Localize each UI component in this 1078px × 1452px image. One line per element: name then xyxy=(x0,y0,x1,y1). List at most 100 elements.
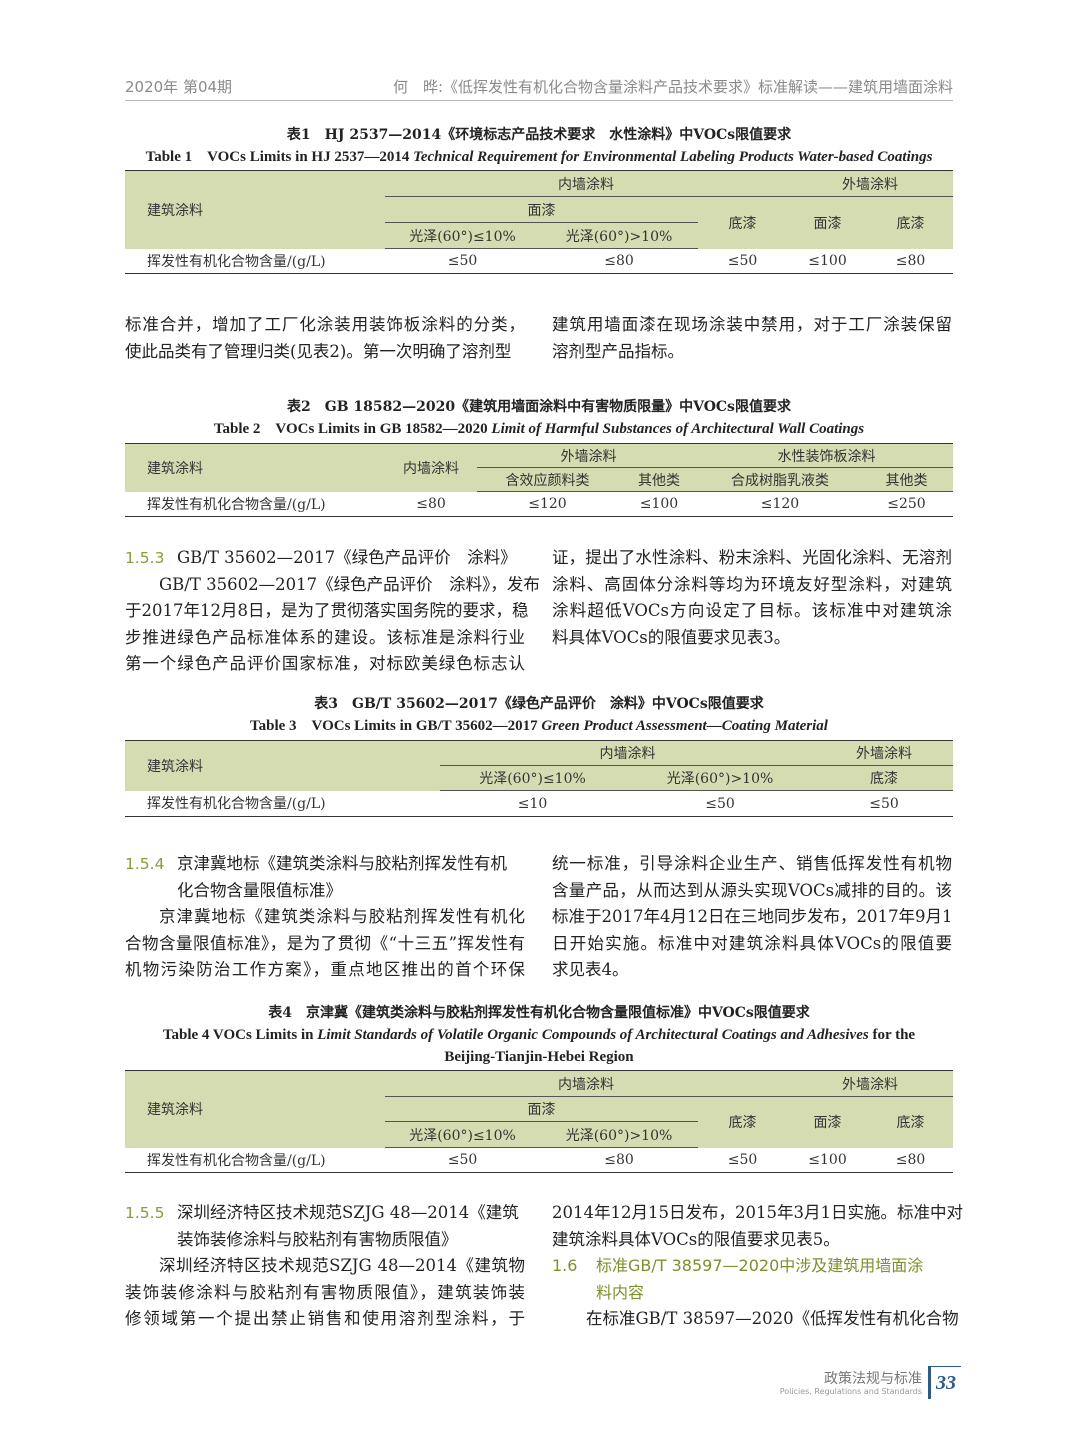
text-line: 标准于2017年4月12日在三地同步发布，2017年9月1 xyxy=(552,907,953,926)
text-line: 深圳经济特区技术规范SZJG 48—2014《建筑物 xyxy=(159,1256,525,1275)
header-exterior: 外墙涂料 xyxy=(477,443,700,468)
caption-en-italic: Limit of Harmful Substances of Architect… xyxy=(491,421,865,437)
section-number: 1.5.5 xyxy=(125,1204,165,1222)
cell: ≤50 xyxy=(705,795,735,812)
table2: 建筑涂料 内墙涂料 外墙涂料 水性装饰板涂料 含效应颜料类 其他类 合成树脂乳液类 其他类 … xyxy=(125,443,953,517)
table-row: 挥发性有机化合物含量/(g/L) ≤80 ≤120 ≤100 ≤120 ≤250 xyxy=(125,492,953,517)
table-row: 挥发性有机化合物含量/(g/L) ≤50 ≤80 ≤50 ≤100 ≤80 xyxy=(125,1148,953,1173)
header-primer: 底漆 xyxy=(698,1096,788,1148)
cell: ≤50 xyxy=(727,252,758,269)
cell: ≤50 xyxy=(869,795,899,812)
text-line: 标准合并，增加了工厂化涂装用装饰板涂料的分类， xyxy=(125,315,525,334)
header-primer: 底漆 xyxy=(698,196,788,249)
section-title: 深圳经济特区技术规范SZJG 48—2014《建筑 xyxy=(177,1203,519,1222)
caption-en-italic: Limit Standards of Volatile Organic Comp… xyxy=(317,1027,869,1043)
cell: ≤80 xyxy=(416,495,446,512)
text-line: 步推进绿色产品标准体系的建设。该标准是涂料行业 xyxy=(125,627,525,647)
text-line: 溶剂型产品指标。 xyxy=(552,341,684,361)
page-number: 33 xyxy=(928,1366,961,1399)
header-primer: 底漆 xyxy=(815,765,953,791)
header-gloss-high: 光泽(60°)>10% xyxy=(540,1121,698,1148)
row-label: 挥发性有机化合物含量/(g/L) xyxy=(147,1152,326,1169)
section-title-cont: 装饰装修涂料与胶粘剂有害物质限值》 xyxy=(177,1229,458,1249)
header-gloss-low: 光泽(60°)≤10% xyxy=(385,1121,540,1148)
text-line: 2014年12月15日发布，2015年3月1日实施。标准中对 xyxy=(552,1203,963,1222)
running-header: 2020年 第04期 何 晔:《低挥发性有机化合物含量涂料产品技术要求》标准解读… xyxy=(125,76,953,101)
section-1-5-4-heading: 1.5.4 京津冀地标《建筑类涂料与胶粘剂挥发性有机 化合物含量限值标准》 xyxy=(125,851,525,904)
section-1-5-4-left: 京津冀地标《建筑类涂料与胶粘剂挥发性有机化合物含量限值标准》，是为了贯彻《“十三… xyxy=(125,904,525,984)
text-line: 京津冀地标《建筑类涂料与胶粘剂挥发性有机化 xyxy=(159,907,525,926)
header-interior: 内墙涂料 xyxy=(385,170,788,197)
table2-caption-en: Table 2 VOCs Limits in GB 18582—2020 Lim… xyxy=(125,418,953,440)
table3: 建筑涂料 内墙涂料 外墙涂料 光泽(60°)≤10% 光泽(60°)>10% 底漆 挥发… xyxy=(125,740,953,817)
row-label: 挥发性有机化合物含量/(g/L) xyxy=(147,253,326,270)
section-number: 1.6 xyxy=(552,1256,578,1275)
header-category: 建筑涂料 xyxy=(125,1070,385,1148)
caption-en-bold: Table 2 VOCs Limits in GB 18582—2020 xyxy=(213,421,492,437)
section-1-5-5-right: 2014年12月15日发布，2015年3月1日实施。标准中对 建筑涂料具体VOCs… xyxy=(552,1200,963,1253)
caption-en-bold: Table 4 VOCs Limits in xyxy=(162,1027,318,1043)
header-category: 建筑涂料 xyxy=(125,170,385,249)
table4: 建筑涂料 内墙涂料 外墙涂料 面漆 底漆 面漆 底漆 光泽(60°)≤10% 光泽(60°)… xyxy=(125,1070,954,1173)
row-label: 挥发性有机化合物含量/(g/L) xyxy=(147,496,326,513)
row-label: 挥发性有机化合物含量/(g/L) xyxy=(147,796,326,813)
section-number: 1.5.3 xyxy=(125,549,165,567)
text-line: 建筑涂料具体VOCs的限值要求见表5。 xyxy=(552,1229,840,1249)
text-line: 证，提出了水性涂料、粉末涂料、光固化涂料、无溶剂 xyxy=(552,548,952,567)
section-1-6-heading: 1.6 标准GB/T 38597—2020中涉及建筑用墙面涂 料内容 xyxy=(552,1253,952,1306)
caption-en-tail: for the xyxy=(868,1027,916,1043)
section-1-5-3-heading: 1.5.3 GB/T 35602—2017《绿色产品评价 涂料》 xyxy=(125,545,525,572)
table4-caption-cn: 表4 京津冀《建筑类涂料与胶粘剂挥发性有机化合物含量限值标准》中VOCs限值要求 xyxy=(268,1005,810,1021)
text-line: 日开始实施。标准中对建筑涂料具体VOCs的限值要 xyxy=(552,933,952,953)
paragraph-a-right: 建筑用墙面漆在现场涂装中禁用，对于工厂涂装保留 溶剂型产品指标。 xyxy=(552,312,952,365)
table-row: 挥发性有机化合物含量/(g/L) ≤10 ≤50 ≤50 xyxy=(125,791,953,817)
header-category: 建筑涂料 xyxy=(125,740,440,791)
cell: ≤80 xyxy=(895,1151,926,1168)
issue-label: 2020年 第04期 xyxy=(125,78,233,96)
text-line: GB/T 35602—2017《绿色产品评价 涂料》，发布 xyxy=(159,574,540,594)
table3-caption-cn: 表3 GB/T 35602—2017《绿色产品评价 涂料》中VOCs限值要求 xyxy=(314,696,764,712)
section-title-cont: 料内容 xyxy=(596,1282,645,1302)
header-gloss-high: 光泽(60°)>10% xyxy=(625,765,815,791)
header-ext-primer: 底漆 xyxy=(868,196,954,249)
section-title: 标准GB/T 38597—2020中涉及建筑用墙面涂 xyxy=(596,1256,924,1275)
section-1-5-5-heading: 1.5.5 深圳经济特区技术规范SZJG 48—2014《建筑 装饰装修涂料与胶粘… xyxy=(125,1200,525,1253)
table1-caption: 表1 HJ 2537—2014《环境标志产品技术要求 水性涂料》中VOCs限值要… xyxy=(125,124,953,168)
cell: ≤80 xyxy=(604,253,634,269)
footer-section-en: Policies, Regulations and Standards xyxy=(779,1387,922,1396)
cell: ≤50 xyxy=(447,1152,478,1168)
table1-caption-en: Table 1 VOCs Limits in HJ 2537—2014 Tech… xyxy=(125,146,953,168)
caption-en-italic: Technical Requirement for Environmental … xyxy=(413,149,933,165)
table1-caption-cn: 表1 HJ 2537—2014《环境标志产品技术要求 水性涂料》中VOCs限值要… xyxy=(286,127,792,143)
cell: ≤50 xyxy=(727,1151,758,1168)
text-line: 第一个绿色产品评价国家标准，对标欧美绿色标志认 xyxy=(125,654,525,673)
caption-en-bold: Table 1 VOCs Limits in HJ 2537—2014 xyxy=(145,149,414,165)
text-line: 在标准GB/T 38597—2020《低挥发性有机化合物 xyxy=(586,1309,959,1328)
header-exterior: 外墙涂料 xyxy=(787,170,954,197)
text-line: 装饰装修涂料与胶粘剂有害物质限值》，建筑装饰装 xyxy=(125,1282,525,1302)
table4-caption-en: Table 4 VOCs Limits in Limit Standards o… xyxy=(125,1024,953,1046)
header-ext-topcoat: 面漆 xyxy=(787,1096,869,1148)
header-ext-topcoat: 面漆 xyxy=(787,196,869,249)
cell: ≤120 xyxy=(528,496,567,512)
text-line: 料具体VOCs的限值要求见表3。 xyxy=(552,627,791,647)
header-topcoat: 面漆 xyxy=(385,196,698,223)
text-line: 涂料、高固体分涂料等均为环境友好型涂料，对建筑 xyxy=(552,574,952,594)
cell: ≤100 xyxy=(808,1151,847,1168)
table2-caption: 表2 GB 18582—2020《建筑用墙面涂料中有害物质限量》中VOCs限值要… xyxy=(125,396,953,440)
table3-caption-en: Table 3 VOCs Limits in GB/T 35602—2017 G… xyxy=(125,715,953,737)
cell: ≤80 xyxy=(604,1152,634,1168)
text-line: 使此品类有了管理归类(见表2)。第一次明确了溶剂型 xyxy=(125,341,512,361)
text-line: 统一标准，引导涂料企业生产、销售低挥发性有机物 xyxy=(552,854,952,873)
header-ext-primer: 底漆 xyxy=(868,1096,954,1148)
header-other: 其他类 xyxy=(860,467,953,492)
text-line: 修领域第一个提出禁止销售和使用溶剂型涂料，于 xyxy=(125,1309,525,1328)
cell: ≤50 xyxy=(447,253,478,269)
table1: 建筑涂料 内墙涂料 外墙涂料 面漆 底漆 面漆 底漆 光泽(60°)≤10% 光泽(60°)… xyxy=(125,170,954,274)
text-line: 含量产品，从而达到从源头实现VOCs减排的目的。该 xyxy=(552,880,952,900)
text-line: 合物含量限值标准》，是为了贯彻《“十三五”挥发性有 xyxy=(125,933,525,953)
header-effect-pigment: 含效应颜料类 xyxy=(477,467,618,492)
header-board: 水性装饰板涂料 xyxy=(700,443,953,468)
section-1-5-3-left: GB/T 35602—2017《绿色产品评价 涂料》，发布 于2017年12月8日… xyxy=(125,572,540,678)
cell: ≤250 xyxy=(887,496,926,512)
